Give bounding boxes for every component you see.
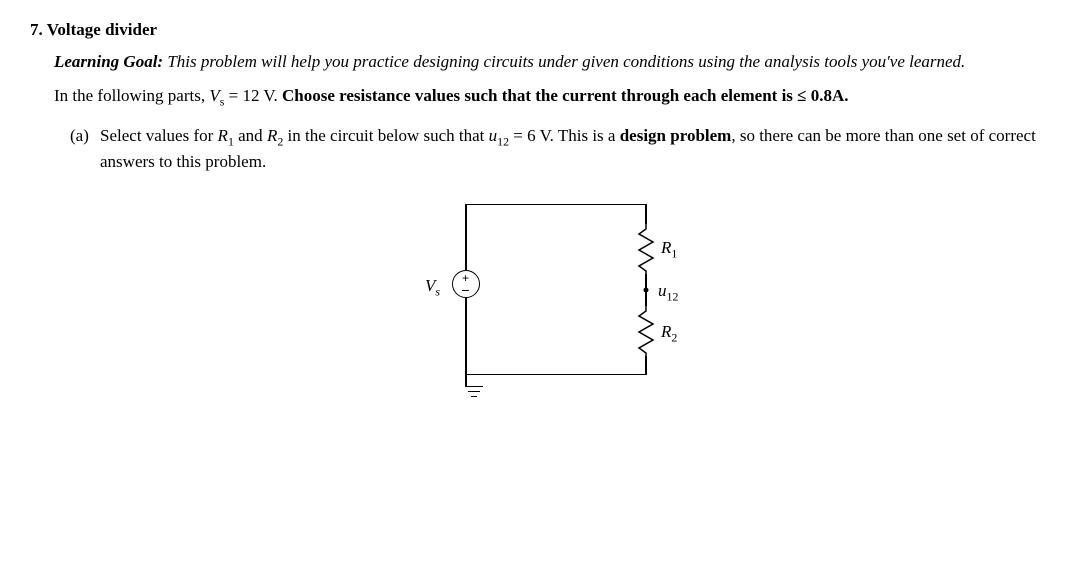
node-dot (644, 287, 649, 292)
vs-s: s (435, 284, 440, 298)
wire-bottom (465, 374, 646, 376)
problem-name: Voltage divider (47, 20, 157, 39)
problem-title: 7. Voltage divider (30, 20, 1060, 40)
u12-u: u (658, 281, 667, 300)
learning-goal-label: Learning Goal: (54, 52, 163, 71)
instruction: In the following parts, Vs = 12 V. Choos… (54, 84, 1060, 110)
pa-r2: R (267, 126, 277, 145)
wire-left-bot (465, 298, 467, 375)
vs-v: V (425, 276, 435, 295)
pa-u: u (489, 126, 498, 145)
r2-label: R2 (661, 322, 677, 345)
instr-bold: Choose resistance values such that the c… (282, 86, 849, 105)
minus-icon: − (461, 283, 469, 297)
pa-pre: Select values for (100, 126, 218, 145)
r1-label: R1 (661, 238, 677, 261)
pa-r1: R (218, 126, 228, 145)
learning-goal-text: This problem will help you practice desi… (167, 52, 965, 71)
part-a-text: Select values for R1 and R2 in the circu… (100, 124, 1060, 174)
u12-sub: 12 (667, 289, 679, 303)
r2-sub: 2 (671, 330, 677, 344)
vs-symbol: V (209, 86, 219, 105)
wire-right-1 (645, 204, 647, 224)
learning-goal: Learning Goal: This problem will help yo… (54, 50, 1060, 74)
wire-top (465, 204, 646, 206)
pa-and: and (234, 126, 267, 145)
pa-mid: in the circuit below such that (283, 126, 488, 145)
wire-right-3 (645, 356, 647, 375)
r2-R: R (661, 322, 671, 341)
instr-pre: In the following parts, (54, 86, 209, 105)
problem-number: 7. (30, 20, 43, 39)
u12-label: u12 (658, 281, 678, 304)
voltage-source: + − (452, 270, 480, 298)
resistor-r1 (637, 224, 655, 274)
r1-sub: 1 (671, 246, 677, 260)
wire-ground-stub (465, 374, 467, 386)
vs-label: Vs (425, 276, 440, 299)
instr-eq: = 12 V. (224, 86, 282, 105)
circuit-diagram: + − Vs R1 R2 u12 (385, 194, 705, 404)
pa-u-sub: 12 (497, 134, 509, 148)
resistor-r2 (637, 306, 655, 356)
pa-design: design problem (620, 126, 732, 145)
part-a-label: (a) (70, 124, 100, 174)
r1-R: R (661, 238, 671, 257)
pa-eq: = 6 V. This is a (509, 126, 620, 145)
wire-left-top (465, 204, 467, 270)
part-a: (a) Select values for R1 and R2 in the c… (70, 124, 1060, 174)
